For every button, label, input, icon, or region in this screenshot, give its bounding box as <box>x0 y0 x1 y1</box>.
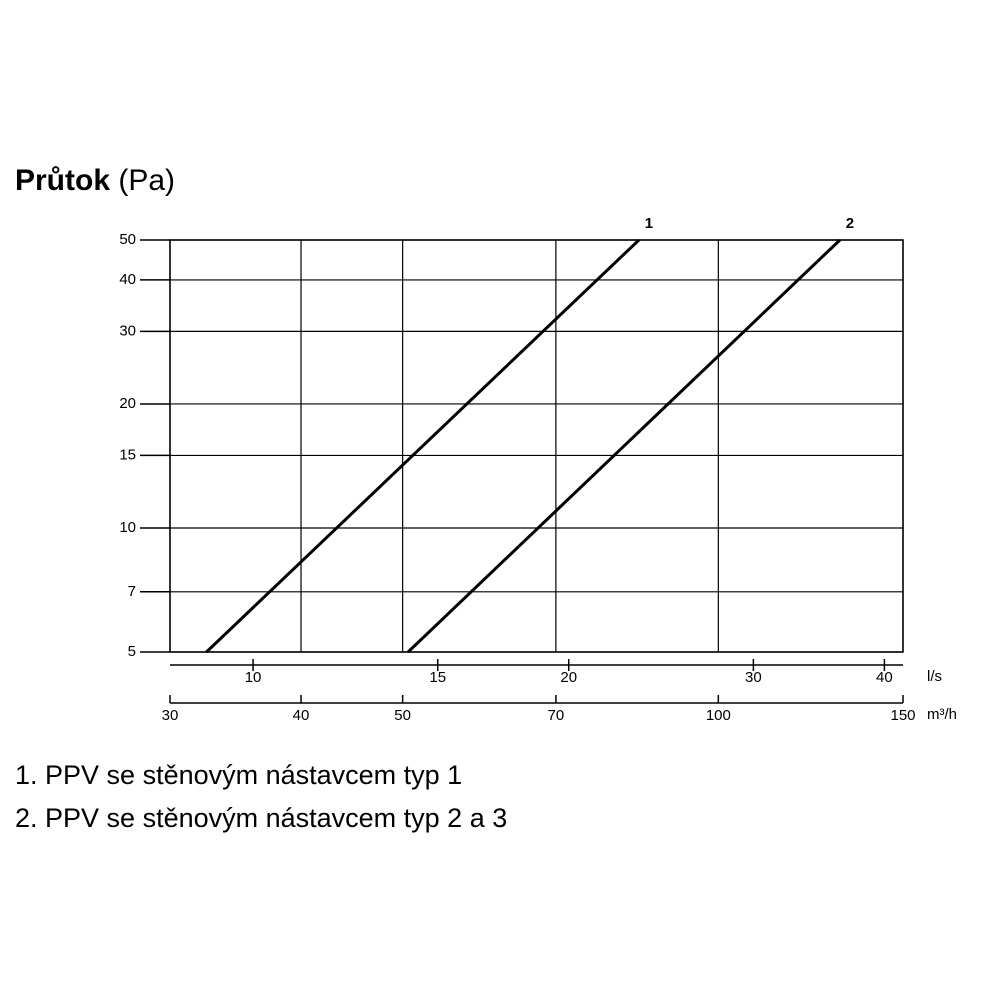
chart-title-group: Průtok (Pa) <box>15 164 175 197</box>
x-tick-label: 150 <box>890 707 915 724</box>
y-tick-label: 7 <box>128 583 136 600</box>
y-tick-label: 50 <box>119 231 136 248</box>
x-tick-label: 70 <box>548 707 565 724</box>
x2-tick-label: 10 <box>245 669 262 686</box>
series-label: 1 <box>645 215 653 232</box>
series-line <box>407 238 841 654</box>
chart-title: Průtok <box>15 164 110 197</box>
x2-tick-label: 30 <box>745 669 762 686</box>
series-label: 2 <box>846 215 854 232</box>
series-line <box>205 238 640 654</box>
y-tick-label: 5 <box>128 643 136 660</box>
y-tick-label: 20 <box>119 395 136 412</box>
y-tick-label: 15 <box>119 446 136 463</box>
x-tick-label: 50 <box>394 707 411 724</box>
x-axis-unit: m³/h <box>927 706 957 723</box>
x-tick-label: 30 <box>162 707 179 724</box>
y-tick-label: 30 <box>119 322 136 339</box>
x2-tick-label: 40 <box>876 669 893 686</box>
y-axis-unit: (Pa) <box>118 164 175 197</box>
x2-tick-label: 15 <box>429 669 446 686</box>
x-tick-label: 100 <box>706 707 731 724</box>
y-tick-label: 40 <box>119 271 136 288</box>
note: 2. PPV se stěnovým nástavcem typ 2 a 3 <box>15 803 507 833</box>
plot-frame <box>169 239 904 653</box>
note: 1. PPV se stěnovým nástavcem typ 1 <box>15 760 462 790</box>
x-tick-label: 40 <box>293 707 310 724</box>
y-tick-label: 10 <box>119 519 136 536</box>
x2-axis-unit: l/s <box>927 668 942 685</box>
x2-tick-label: 20 <box>560 669 577 686</box>
